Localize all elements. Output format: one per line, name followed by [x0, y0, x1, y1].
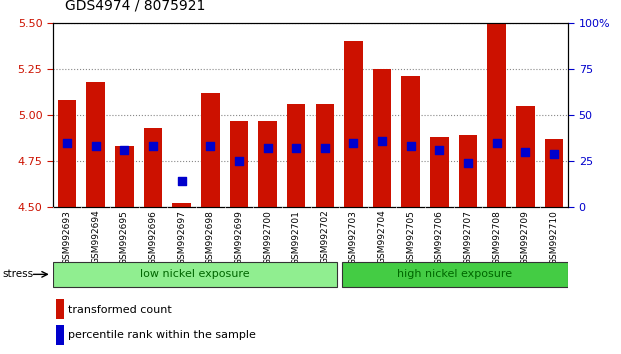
Text: GSM992710: GSM992710: [550, 210, 558, 265]
Point: [62, 140, 72, 145]
Point: [492, 140, 502, 145]
Bar: [430, 137, 448, 207]
Text: GSM992700: GSM992700: [263, 210, 272, 265]
Point: [263, 145, 273, 151]
Text: low nickel exposure: low nickel exposure: [140, 269, 250, 279]
Text: GSM992702: GSM992702: [320, 210, 329, 264]
Bar: [487, 21, 506, 207]
Bar: [459, 135, 478, 207]
Bar: [258, 121, 277, 207]
Point: [177, 178, 187, 184]
Point: [463, 160, 473, 166]
Text: GSM992705: GSM992705: [406, 210, 415, 265]
Text: GDS4974 / 8075921: GDS4974 / 8075921: [65, 0, 206, 12]
Bar: [545, 139, 563, 207]
Text: GSM992704: GSM992704: [378, 210, 387, 264]
Point: [119, 147, 129, 153]
Text: GSM992709: GSM992709: [521, 210, 530, 265]
Text: GSM992695: GSM992695: [120, 210, 129, 265]
Point: [348, 140, 358, 145]
Point: [320, 145, 330, 151]
Text: stress: stress: [2, 269, 34, 279]
Bar: [516, 106, 535, 207]
Text: high nickel exposure: high nickel exposure: [397, 269, 512, 279]
Point: [91, 143, 101, 149]
Bar: [287, 104, 306, 207]
Text: GSM992694: GSM992694: [91, 210, 100, 264]
Point: [234, 158, 244, 164]
Bar: [58, 100, 76, 207]
Point: [406, 143, 415, 149]
Text: GSM992696: GSM992696: [148, 210, 158, 265]
Text: GSM992703: GSM992703: [349, 210, 358, 265]
Text: percentile rank within the sample: percentile rank within the sample: [68, 330, 256, 339]
Bar: [230, 121, 248, 207]
Text: transformed count: transformed count: [68, 305, 172, 315]
Point: [206, 143, 215, 149]
Text: GSM992701: GSM992701: [292, 210, 301, 265]
Text: GSM992706: GSM992706: [435, 210, 444, 265]
Bar: [115, 146, 134, 207]
Text: GSM992708: GSM992708: [492, 210, 501, 265]
Bar: [315, 104, 334, 207]
Bar: [143, 128, 162, 207]
Text: GSM992693: GSM992693: [63, 210, 71, 265]
Bar: [373, 69, 391, 207]
Bar: [53, 262, 337, 287]
Point: [291, 145, 301, 151]
Point: [520, 149, 530, 155]
Bar: [401, 76, 420, 207]
Bar: [344, 41, 363, 207]
Bar: [56, 299, 64, 319]
Bar: [173, 204, 191, 207]
Text: GSM992698: GSM992698: [206, 210, 215, 265]
Text: GSM992699: GSM992699: [234, 210, 243, 265]
Bar: [86, 82, 105, 207]
Bar: [56, 325, 64, 345]
Point: [435, 147, 445, 153]
Text: GSM992707: GSM992707: [463, 210, 473, 265]
Bar: [342, 262, 568, 287]
Point: [148, 143, 158, 149]
Text: GSM992697: GSM992697: [177, 210, 186, 265]
Bar: [201, 93, 220, 207]
Point: [377, 138, 387, 144]
Point: [549, 151, 559, 156]
